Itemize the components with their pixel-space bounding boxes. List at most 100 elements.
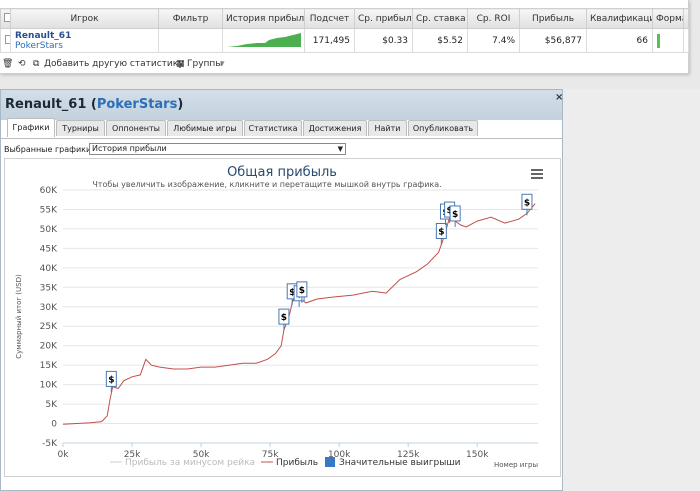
y-tick-label: 60K — [40, 186, 58, 196]
col-qualification[interactable]: Квалификация — [586, 8, 653, 29]
profit-series-line — [62, 203, 536, 425]
menu-icon — [531, 169, 543, 171]
big-win-dollar-icon: $ — [452, 210, 458, 220]
form-bar-icon — [657, 33, 660, 48]
selected-charts-select[interactable]: История прибыли ▼ — [89, 143, 346, 155]
profit-cell: $56,877 — [519, 28, 587, 53]
legend-bigwin-swatch — [325, 457, 335, 467]
stats-table: Игрок Фильтр История прибыли Подсчет Ср.… — [0, 8, 689, 53]
table-row: Renault_61 PokerStars 171,495 $0.33 $5.5… — [0, 28, 689, 53]
chevron-down-icon[interactable]: ▾ — [220, 59, 225, 69]
col-avg-roi[interactable]: Ср. ROI — [467, 8, 520, 29]
chart-title: Общая прибыль — [227, 165, 337, 180]
row-checkbox[interactable] — [0, 28, 11, 53]
dialog-tabs: Графики Турниры Оппоненты Любимые игры С… — [1, 118, 562, 138]
y-axis-label: Суммарный итог (USD) — [15, 274, 23, 359]
tab-tournaments[interactable]: Турниры — [56, 120, 105, 136]
big-win-dollar-icon: $ — [108, 375, 114, 385]
big-win-dollar-icon: $ — [299, 286, 305, 296]
background-area — [563, 89, 700, 491]
add-stat-icon: ⧉ — [33, 59, 40, 69]
y-tick-label: 5K — [45, 400, 58, 410]
x-tick-label: 150k — [466, 450, 489, 460]
y-tick-label: -5K — [42, 439, 58, 449]
x-axis-label: Номер игры — [494, 461, 538, 469]
col-form[interactable]: Форма — [652, 8, 684, 29]
x-tick-label: 75k — [262, 450, 279, 460]
tab-opponents[interactable]: Оппоненты — [106, 120, 166, 136]
form-cell — [652, 28, 684, 53]
remove-cell: x — [683, 28, 689, 53]
tab-favorite-games[interactable]: Любимые игры — [167, 120, 243, 136]
tab-achievements[interactable]: Достижения — [303, 120, 367, 136]
player-dialog: Renault_61 (PokerStars) × Графики Турнир… — [0, 89, 563, 491]
dialog-title-site[interactable]: PokerStars — [96, 97, 178, 112]
count-cell: 171,495 — [304, 28, 355, 53]
chart-container[interactable]: Общая прибыль Чтобы увеличить изображение… — [4, 158, 561, 477]
dialog-header[interactable]: Renault_61 (PokerStars) × — [1, 90, 564, 120]
big-win-dollar-icon: $ — [438, 227, 444, 237]
stats-panel: Игрок Фильтр История прибыли Подсчет Ср.… — [0, 0, 689, 74]
legend-rake: Прибыль за минусом рейка — [125, 458, 255, 468]
col-player[interactable]: Игрок — [10, 8, 159, 29]
refresh-icon[interactable]: ⟲ — [18, 59, 26, 69]
delete-icon[interactable]: 🗑 — [2, 59, 14, 69]
menu-icon-bar — [531, 177, 543, 179]
y-tick-label: 30K — [40, 303, 58, 313]
col-count[interactable]: Подсчет — [304, 8, 355, 29]
avg-profit-cell: $0.33 — [354, 28, 413, 53]
col-blank — [683, 8, 689, 29]
y-tick-label: 55K — [40, 205, 58, 215]
x-tick-label: 0k — [58, 450, 70, 460]
dialog-title-player: Renault_61 — [5, 97, 87, 112]
y-tick-label: 15K — [40, 361, 58, 371]
menu-icon-bar — [531, 173, 543, 175]
avg-stake-cell: $5.52 — [412, 28, 468, 53]
x-tick-label: 25k — [124, 450, 141, 460]
select-all-checkbox[interactable] — [0, 8, 11, 29]
y-tick-label: 35K — [40, 283, 58, 293]
y-tick-label: 0 — [51, 420, 57, 430]
y-tick-label: 10K — [40, 381, 58, 391]
player-site-link[interactable]: PokerStars — [15, 40, 63, 51]
big-win-dollar-icon: $ — [524, 198, 530, 208]
qualification-cell: 66 — [586, 28, 653, 53]
tab-charts[interactable]: Графики — [7, 118, 55, 137]
tab-find[interactable]: Найти — [368, 120, 407, 136]
y-tick-label: 50K — [40, 225, 58, 235]
add-stat-button[interactable]: Добавить другую статистику — [44, 59, 184, 69]
y-tick-label: 25K — [40, 322, 58, 332]
profit-history-sparkline[interactable] — [222, 28, 305, 53]
groups-button[interactable]: Группы — [187, 59, 223, 69]
x-tick-label: 50k — [193, 450, 210, 460]
big-win-dollar-icon: $ — [446, 206, 452, 216]
tab-divider — [1, 138, 562, 139]
remove-row-link[interactable]: x — [688, 36, 689, 46]
chart-subtitle: Чтобы увеличить изображение, кликните и … — [92, 180, 441, 189]
table-toolbar: 🗑 ⟲ ⧉ Добавить другую статистику ▦ Групп… — [0, 57, 688, 71]
col-avg-profit[interactable]: Ср. прибыль — [354, 8, 413, 29]
col-profit-history[interactable]: История прибыли — [222, 8, 305, 29]
big-win-dollar-icon: $ — [281, 313, 287, 323]
col-avg-stake[interactable]: Ср. ставка — [412, 8, 468, 29]
x-tick-label: 125k — [397, 450, 420, 460]
player-name-link[interactable]: Renault_61 — [15, 30, 72, 41]
groups-icon: ▦ — [176, 59, 185, 69]
x-tick-label: 100k — [328, 450, 351, 460]
close-icon[interactable]: × — [555, 92, 564, 103]
y-tick-label: 20K — [40, 342, 58, 352]
legend-bigwin: Значительные выигрыши — [339, 458, 461, 468]
avg-roi-cell: 7.4% — [467, 28, 520, 53]
tab-publish[interactable]: Опубликовать — [408, 120, 478, 136]
sparkline-icon — [227, 33, 301, 47]
filter-cell — [158, 28, 223, 53]
selected-charts-label: Выбранные графики: — [4, 145, 94, 154]
tab-statistics[interactable]: Статистика — [244, 120, 302, 136]
player-cell: Renault_61 PokerStars — [10, 28, 159, 53]
col-filter[interactable]: Фильтр — [158, 8, 223, 29]
col-profit[interactable]: Прибыль — [519, 8, 587, 29]
dropdown-arrow-icon: ▼ — [337, 145, 343, 153]
y-tick-label: 40K — [40, 264, 58, 274]
legend-profit: Прибыль — [276, 458, 318, 468]
